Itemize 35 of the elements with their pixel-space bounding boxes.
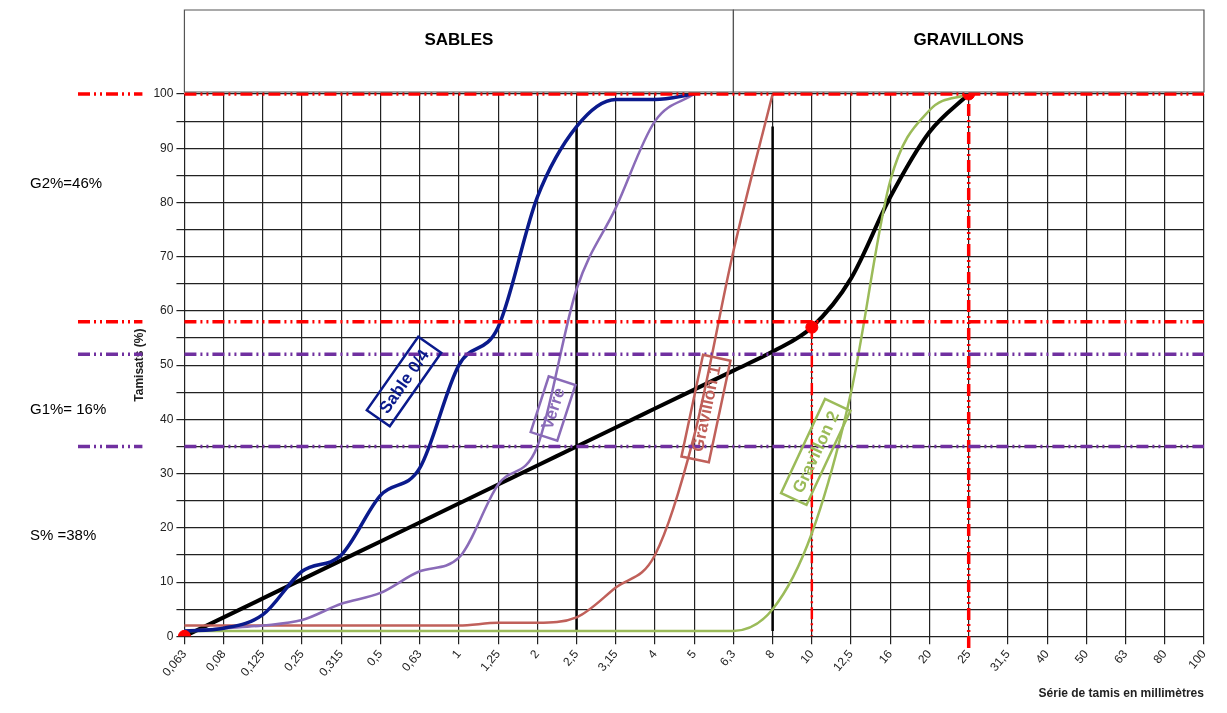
x-tick-label: 25 <box>954 646 974 667</box>
text: Verre <box>537 385 569 432</box>
x-tick-label: 1 <box>448 646 464 662</box>
x-tick-label: 100 <box>1185 646 1210 672</box>
x-tick-label: 2 <box>527 646 543 662</box>
x-tick-label: 8 <box>762 646 778 662</box>
x-tick-label: 10 <box>797 646 817 667</box>
y-tick-label: 80 <box>160 194 174 209</box>
x-tick-label: 63 <box>1111 646 1131 667</box>
y-tick-label: 30 <box>160 465 174 480</box>
x-tick-label: 50 <box>1071 646 1092 667</box>
y-tick-label: 20 <box>160 520 174 535</box>
text: G1%= 16% <box>30 400 107 418</box>
x-tick-label: 20 <box>915 646 935 667</box>
x-tick-label: 16 <box>875 646 896 667</box>
y-tick-label: 10 <box>160 574 174 589</box>
x-tick-label: 4 <box>644 646 661 662</box>
y-tick-label: 100 <box>153 86 174 101</box>
x-tick-label: 0,5 <box>363 646 386 669</box>
y-tick-label: 40 <box>160 411 174 426</box>
y-tick-label: 0 <box>166 628 174 643</box>
text: G2%=46% <box>30 174 103 192</box>
y-tick-label: 70 <box>160 249 174 264</box>
x-axis-title: Série de tamis en millimètres <box>1038 686 1205 701</box>
text: GRAVILLONS <box>913 29 1024 49</box>
y-tick-label: 90 <box>160 140 174 155</box>
y-tick-label: 50 <box>160 357 174 372</box>
x-tick-label: 6,3 <box>716 646 739 669</box>
x-tick-label: 2,5 <box>559 646 582 669</box>
y-tick-label: 60 <box>160 303 174 318</box>
x-tick-label: 80 <box>1150 646 1170 667</box>
text: SABLES <box>424 29 494 49</box>
x-tick-label: 40 <box>1032 646 1053 667</box>
text: S% =38% <box>30 526 97 544</box>
x-tick-label: 5 <box>684 646 700 662</box>
